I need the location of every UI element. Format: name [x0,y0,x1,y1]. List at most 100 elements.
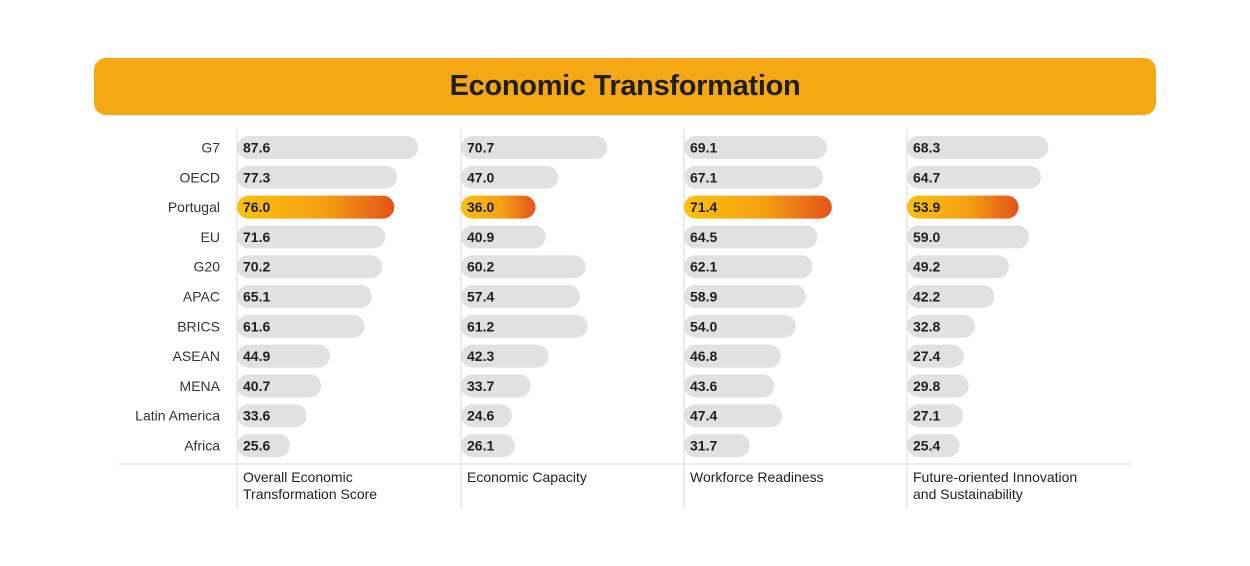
measure-label: Transformation Score [243,486,377,502]
data-label: 60.2 [467,259,494,275]
bar-highlight [461,195,536,219]
data-label: 47.0 [467,169,494,185]
data-label: 61.2 [467,318,494,334]
bar [684,434,750,457]
bar [461,434,516,457]
bar [237,285,372,308]
bar [237,225,386,249]
data-label: 27.1 [913,408,940,424]
bar [237,136,419,159]
bar-highlight [907,195,1019,219]
bar [684,165,823,189]
bar [237,165,398,189]
data-label: 26.1 [467,438,494,454]
bar [237,404,307,428]
bar [237,434,290,457]
bar-highlight [684,195,832,219]
data-label: 33.7 [467,378,494,394]
bar [684,374,775,398]
bar [907,165,1041,189]
data-label: 71.4 [690,199,717,215]
data-label: 36.0 [467,199,494,215]
bar [461,136,608,159]
bar [907,314,975,338]
measure-label: Overall Economic [243,469,353,485]
data-label: 43.6 [690,378,717,394]
bar [684,285,806,308]
category-label: BRICS [177,318,220,334]
bar [461,404,512,428]
data-label: 76.0 [243,199,270,215]
bar [907,136,1049,159]
data-label: 70.7 [467,140,494,156]
data-label: 24.6 [467,408,494,424]
bar [461,165,559,189]
data-label: 64.7 [913,169,940,185]
title-banner: Economic Transformation [94,58,1156,115]
bar [907,374,969,398]
data-label: 25.4 [913,438,940,454]
data-label: 54.0 [690,318,717,334]
bar [684,314,796,338]
data-label: 68.3 [913,140,940,156]
data-label: 46.8 [690,348,717,364]
data-label: 42.2 [913,289,940,305]
data-label: 64.5 [690,229,717,245]
bar [237,314,365,338]
bar [461,285,580,308]
data-label: 61.6 [243,318,270,334]
data-label: 42.3 [467,348,494,364]
bar [907,344,964,368]
data-label: 40.7 [243,378,270,394]
data-label: 47.4 [690,408,717,424]
data-label: 32.8 [913,318,940,334]
category-label: Latin America [135,408,220,424]
bar [237,374,322,398]
bar [461,374,531,398]
bar [461,314,588,338]
data-label: 29.8 [913,378,940,394]
bar [907,285,995,308]
data-label: 59.0 [913,229,940,245]
bar [461,225,546,249]
measure-label: Workforce Readiness [690,469,824,485]
bar [907,434,960,457]
data-label: 31.7 [690,438,717,454]
bar [237,255,383,279]
bar [684,255,813,279]
chart-title: Economic Transformation [449,70,801,102]
bar [237,344,330,368]
category-label: MENA [180,378,221,394]
data-label: 33.6 [243,408,270,424]
bar [684,404,783,428]
data-label: 57.4 [467,289,494,305]
data-label: 70.2 [243,259,270,275]
data-label: 71.6 [243,229,270,245]
bar-highlight [237,195,395,219]
data-label: 77.3 [243,169,270,185]
bar [684,225,818,249]
bar [907,225,1030,249]
category-label: Portugal [168,199,220,215]
measure-label: and Sustainability [913,486,1023,502]
category-label: G7 [201,140,220,156]
bar [461,255,586,279]
category-label: EU [201,229,220,245]
data-label: 27.4 [913,348,940,364]
data-label: 44.9 [243,348,270,364]
measure-label: Future-oriented Innovation [913,469,1077,485]
category-label: Africa [184,438,220,454]
data-label: 65.1 [243,289,270,305]
bar [684,136,828,159]
data-label: 62.1 [690,259,717,275]
category-label: ASEAN [173,348,220,364]
data-label: 67.1 [690,169,717,185]
category-label: G20 [194,259,221,275]
measure-label: Economic Capacity [467,469,587,485]
data-label: 53.9 [913,199,940,215]
data-label: 69.1 [690,140,717,156]
bar [461,344,549,368]
bar [907,404,964,428]
category-label: OECD [180,169,220,185]
